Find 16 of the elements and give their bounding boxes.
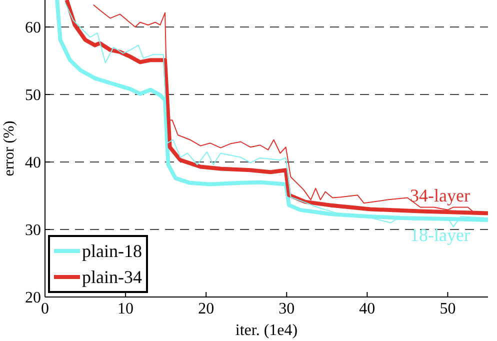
y-tick-label: 30 [25,222,41,240]
x-tick-label: 20 [198,300,214,318]
y-tick-label: 40 [25,154,41,172]
x-tick-label: 0 [41,300,49,318]
x-tick-label: 10 [118,300,134,318]
x-axis-title: iter. (1e4) [235,322,298,339]
y-tick-label: 50 [25,87,41,104]
annotation: 18-layer [410,225,470,246]
x-tick-label: 30 [278,300,295,318]
y-tick-label: 60 [25,20,41,37]
annotation: 34-layer [410,185,470,206]
legend-label: plain-18 [82,240,142,263]
legend-label: plain-34 [82,266,142,289]
y-axis-title: error (%) [1,120,18,176]
x-tick-label: 50 [440,300,456,318]
x-tick-label: 40 [359,300,376,318]
